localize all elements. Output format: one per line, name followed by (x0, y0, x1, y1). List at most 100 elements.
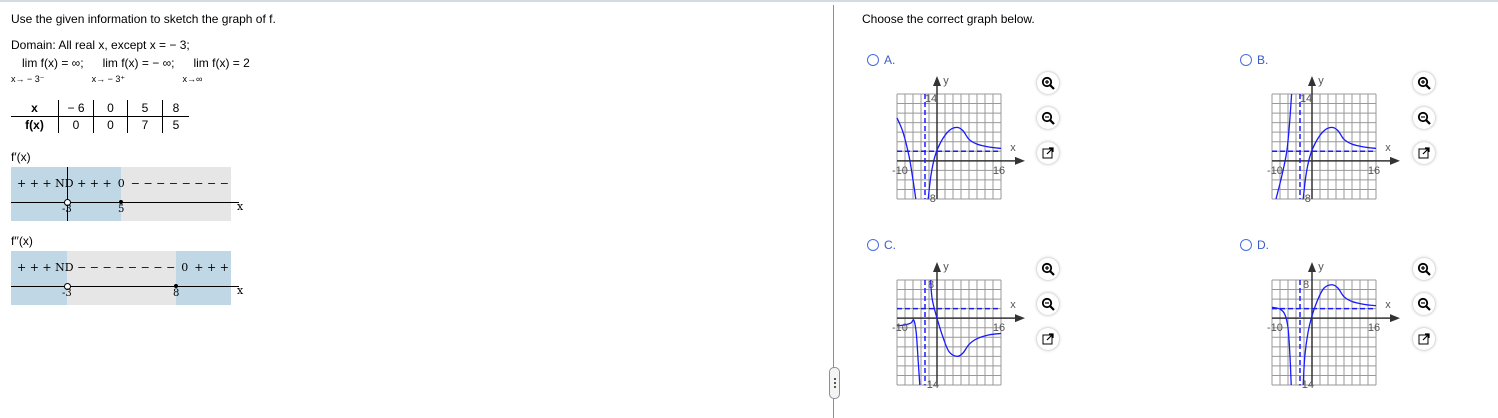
cell: 0 (58, 116, 94, 133)
open-new-window-icon (1418, 147, 1430, 159)
divider-drag-handle[interactable] (829, 367, 840, 399)
y-max-label: 14 (1300, 93, 1312, 105)
radio-button[interactable] (867, 54, 879, 66)
fx-header: f(x) (25, 118, 44, 132)
y-axis-label: y (943, 75, 949, 87)
option-c[interactable]: C. (867, 238, 896, 252)
y-axis-arrow (933, 262, 941, 272)
sign-row: + + + ND − − − − − − − − 0 + + + (17, 261, 229, 274)
sign-text: + + + ND − − − − − − − − (17, 261, 176, 274)
open-new-window-icon (1042, 147, 1054, 159)
radio-button[interactable] (867, 239, 879, 251)
zoom-in-button[interactable] (1037, 258, 1059, 280)
zoom-in-icon (1417, 76, 1431, 90)
y-axis-arrow (1308, 262, 1316, 272)
function-curve (1302, 284, 1377, 386)
option-label: B. (1257, 53, 1269, 67)
zoom-out-icon (1417, 111, 1431, 125)
open-point (64, 199, 71, 206)
limit-1-group: lim f(x) = ∞; x→ − 3⁻ (11, 56, 84, 85)
number-line (11, 202, 239, 203)
function-curve (1275, 93, 1293, 200)
y-axis-label: y (1318, 75, 1324, 87)
zoom-in-icon (1417, 262, 1431, 276)
limit-2-group: lim f(x) = − ∞; x→ − 3⁺ (92, 56, 175, 85)
option-b[interactable]: B. (1240, 53, 1268, 67)
axis-label: x (237, 284, 244, 297)
fprime-label: f′(x) (11, 150, 31, 164)
y-max-label: 14 (925, 93, 937, 105)
y-min-label: -14 (923, 379, 939, 391)
open-graph-button[interactable] (1413, 142, 1435, 164)
option-d[interactable]: D. (1240, 238, 1269, 252)
option-label: A. (884, 53, 896, 67)
option-a[interactable]: A. (867, 53, 895, 67)
tick-label: 8 (173, 288, 180, 299)
open-graph-button[interactable] (1413, 328, 1435, 350)
function-curve (896, 117, 917, 200)
open-point (64, 283, 71, 290)
sign-text: + + + (194, 261, 229, 274)
y-axis-arrow (933, 76, 941, 86)
y-axis-arrow (1308, 76, 1316, 86)
zoom-in-icon (1041, 76, 1055, 90)
top-border (0, 0, 1498, 2)
asymptote-line (67, 167, 68, 221)
sign-text: − − − − − − − − (130, 177, 229, 190)
radio-button[interactable] (1240, 54, 1252, 66)
x-max-label: 16 (993, 165, 1005, 177)
zoom-out-button[interactable] (1413, 293, 1435, 315)
cell: − 6 (58, 100, 94, 117)
limit-3-group: lim f(x) = 2 x→∞ (182, 56, 249, 85)
x-axis-arrow (1015, 156, 1025, 165)
zoom-in-button[interactable] (1413, 72, 1435, 94)
zero-text: 0 (117, 177, 125, 190)
tick-label: -3 (62, 204, 72, 215)
answer-prompt: Choose the correct graph below. (862, 12, 1035, 26)
x-axis-arrow (1390, 314, 1400, 323)
function-curve (929, 279, 1002, 358)
graph-option-d: -10 16 8 -14 x y (1267, 261, 1400, 391)
x-axis-arrow (1390, 156, 1400, 165)
fdouble-sign-chart: + + + ND − − − − − − − − 0 + + + -3 8 x (11, 251, 243, 305)
positive-region (176, 251, 231, 305)
zoom-out-button[interactable] (1037, 107, 1059, 129)
zero-text: 0 (181, 261, 189, 274)
open-new-window-icon (1042, 333, 1054, 345)
open-graph-button[interactable] (1037, 328, 1059, 350)
x-axis-label: x (1385, 299, 1391, 311)
closed-point (119, 200, 123, 204)
zoom-out-icon (1041, 297, 1055, 311)
zoom-out-button[interactable] (1413, 107, 1435, 129)
tick-label: 5 (118, 204, 125, 215)
open-new-window-icon (1418, 333, 1430, 345)
cell: 5 (127, 100, 163, 117)
x-min-label: -10 (892, 322, 908, 334)
y-axis-label: y (943, 261, 949, 273)
x-header: x (11, 100, 59, 117)
y-max-label: 8 (928, 279, 934, 291)
sign-text: + + + ND + + + (17, 177, 112, 190)
cell: 7 (127, 116, 163, 133)
limit-1: lim f(x) = ∞; (22, 56, 84, 70)
zoom-in-icon (1041, 262, 1055, 276)
positive-region (11, 251, 67, 305)
y-min-label: -8 (926, 193, 936, 205)
radio-button[interactable] (1240, 239, 1252, 251)
x-max-label: 16 (1368, 322, 1380, 334)
positive-region (11, 167, 121, 221)
function-curve (1302, 126, 1377, 200)
zoom-in-button[interactable] (1413, 258, 1435, 280)
zoom-in-button[interactable] (1037, 72, 1059, 94)
x-max-label: 16 (1368, 165, 1380, 177)
option-label: C. (884, 238, 896, 252)
open-graph-button[interactable] (1037, 142, 1059, 164)
function-curve (927, 126, 1002, 200)
closed-point (174, 284, 178, 288)
panel-divider[interactable] (833, 5, 834, 418)
zoom-out-button[interactable] (1037, 293, 1059, 315)
instruction: Use the given information to sketch the … (11, 12, 276, 26)
x-axis-label: x (1385, 142, 1391, 154)
graph-option-c: -10 16 8 -14 x y (892, 261, 1025, 391)
